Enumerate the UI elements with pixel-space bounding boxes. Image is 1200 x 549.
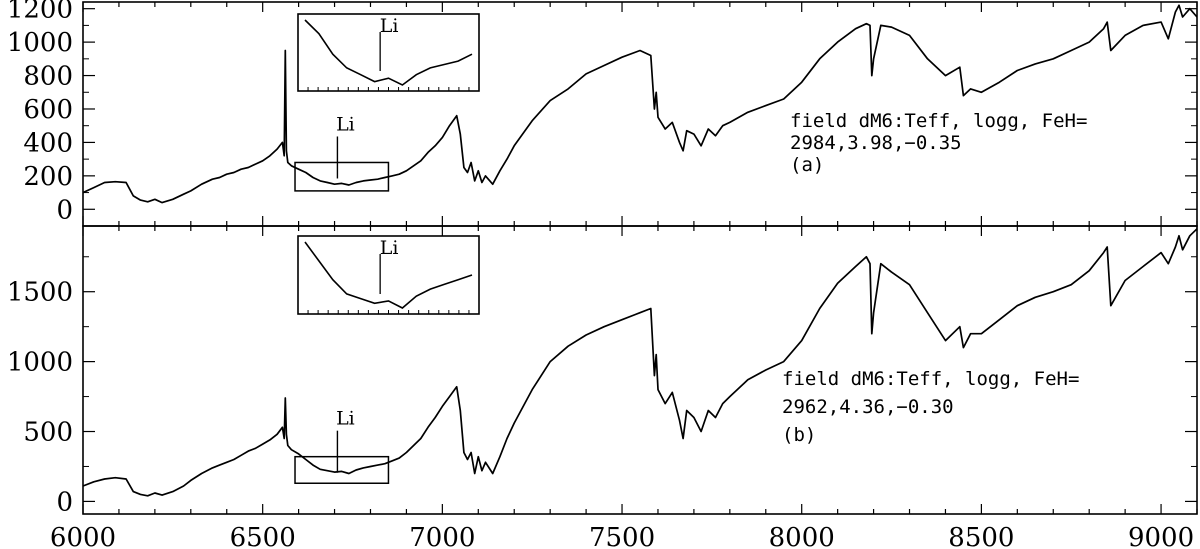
y-tick-label: 0 bbox=[56, 487, 73, 517]
y-tick-label: 600 bbox=[23, 95, 73, 125]
x-axis: 6000 6500 7000 7500 8000 8500 9000 bbox=[50, 523, 1194, 549]
y-tick-label: 1000 bbox=[7, 348, 73, 378]
inset-spectrum-line bbox=[304, 241, 473, 309]
y-tick-label: 400 bbox=[23, 128, 73, 158]
inset-li-label: Li bbox=[380, 15, 399, 37]
li-label: Li bbox=[336, 408, 355, 430]
x-tick-label: 6500 bbox=[230, 523, 296, 549]
x-tick-label: 6000 bbox=[50, 523, 116, 549]
spectrum-line bbox=[83, 4, 1197, 204]
y-tick-label: 1200 bbox=[7, 0, 73, 25]
annotation-line: 2984,3.98,−0.35 bbox=[790, 132, 962, 154]
annotation-line: 2962,4.36,−0.30 bbox=[782, 396, 954, 418]
inset-spectrum-line bbox=[304, 19, 473, 86]
inset-li-label: Li bbox=[380, 237, 399, 259]
y-tick-label: 500 bbox=[23, 418, 73, 448]
li-region-box bbox=[294, 161, 390, 192]
y-tick-label: 800 bbox=[23, 62, 73, 92]
li-label: Li bbox=[336, 113, 355, 135]
y-tick-label: 0 bbox=[56, 195, 73, 225]
y-tick-label: 200 bbox=[23, 162, 73, 192]
x-tick-label: 9000 bbox=[1128, 523, 1194, 549]
x-tick-label: 8000 bbox=[769, 523, 835, 549]
x-tick-label: 8500 bbox=[948, 523, 1014, 549]
x-tick-label: 7000 bbox=[409, 523, 475, 549]
panel-b: 0 500 1000 1500 Li Li field dM6:Teff, logg, Fe… bbox=[7, 225, 1198, 517]
x-tick-label: 7500 bbox=[589, 523, 655, 549]
y-tick-label: 1500 bbox=[7, 278, 73, 308]
spectrum-line bbox=[83, 228, 1197, 497]
annotation-line: (a) bbox=[790, 154, 824, 176]
annotation-line: field dM6:Teff, logg, FeH= bbox=[782, 368, 1079, 390]
annotation-line: (b) bbox=[782, 424, 816, 446]
li-region-box bbox=[294, 455, 390, 484]
y-tick-label: 1000 bbox=[7, 28, 73, 58]
annotation-line: field dM6:Teff, logg, FeH= bbox=[790, 110, 1087, 132]
plot-frame bbox=[82, 225, 1198, 515]
